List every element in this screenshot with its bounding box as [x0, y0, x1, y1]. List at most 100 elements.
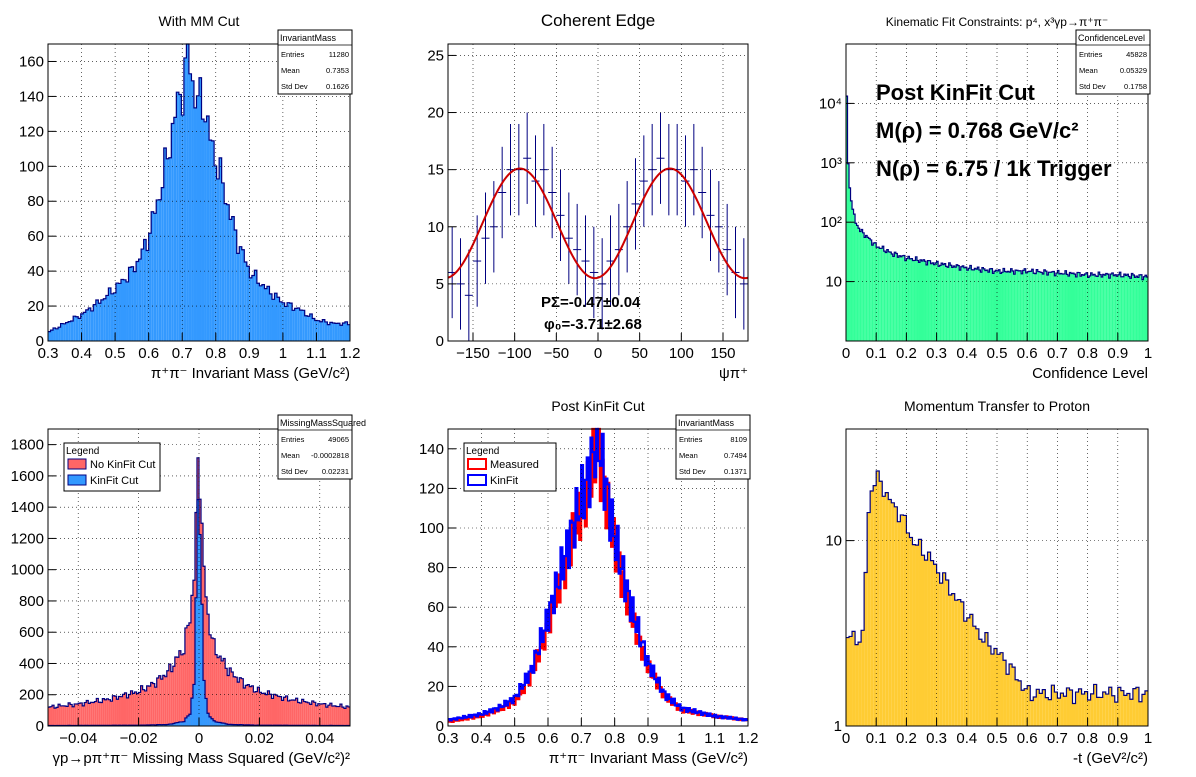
- hist-bin: [261, 694, 263, 726]
- hist-bin: [108, 700, 110, 726]
- plot-annotation: M(ρ) = 0.768 GeV/c²: [876, 118, 1079, 143]
- y-tick-label: 10: [825, 533, 842, 550]
- hist-bin: [239, 247, 242, 341]
- y-tick-label: 1600: [11, 468, 44, 485]
- y-tick-label: 200: [19, 687, 44, 704]
- y-tick-label: 140: [19, 88, 44, 105]
- hist-bin: [214, 166, 217, 341]
- x-tick-label: 0: [842, 730, 850, 747]
- hist-bin: [285, 306, 288, 341]
- hist-bin: [202, 119, 205, 341]
- hist-bin: [207, 116, 210, 341]
- hist-bin: [1002, 272, 1004, 341]
- x-tick-label: 0.9: [1107, 345, 1128, 362]
- hist-bin: [159, 200, 162, 341]
- hist-bin: [305, 316, 308, 341]
- hist-bin: [101, 300, 104, 341]
- hist-bin: [322, 704, 324, 726]
- hist-bin: [928, 552, 931, 726]
- y-tick-label: 10³: [820, 155, 842, 172]
- hist-bin: [980, 272, 982, 341]
- hist-bin: [94, 702, 96, 726]
- x-tick-label: 0.9: [239, 345, 260, 362]
- hist-bin: [1119, 272, 1121, 341]
- hist-bin: [267, 286, 270, 341]
- hist-bin: [970, 614, 973, 726]
- hist-bin: [1014, 274, 1016, 341]
- hist-bin: [290, 700, 292, 726]
- y-tick-label: 800: [19, 593, 44, 610]
- hist-bin: [964, 268, 966, 341]
- hist-bin: [1066, 274, 1068, 341]
- hist-bin: [308, 703, 310, 726]
- hist-bin: [1041, 272, 1043, 341]
- hist-bin: [985, 271, 987, 341]
- x-tick-label: −150: [456, 345, 490, 362]
- y-tick-label: 1400: [11, 499, 44, 516]
- hist-bin: [970, 265, 972, 341]
- hist-bin: [127, 698, 129, 726]
- hist-bin: [317, 321, 320, 341]
- hist-bin: [1015, 270, 1017, 341]
- x-tick-label: −50: [544, 345, 569, 362]
- hist-bin: [1047, 275, 1049, 341]
- hist-bin: [174, 117, 177, 341]
- y-tick-label: 80: [27, 193, 44, 210]
- hist-bin: [988, 646, 991, 726]
- stats-value: 0.1626: [326, 82, 349, 91]
- hist-bin: [295, 308, 298, 341]
- hist-bin: [121, 279, 124, 341]
- hist-bin: [1139, 702, 1142, 726]
- hist-bin: [1008, 271, 1010, 341]
- stats-key: Mean: [679, 451, 698, 460]
- hist-bin: [280, 697, 282, 726]
- hist-bin: [118, 283, 121, 341]
- hist-bin: [165, 677, 167, 726]
- hist-bin: [219, 656, 221, 726]
- hist-bin: [71, 321, 74, 341]
- hist-bin: [111, 294, 114, 341]
- stats-key: Std Dev: [281, 82, 308, 91]
- y-tick-label: 120: [19, 123, 44, 140]
- hist-bin: [1035, 274, 1037, 341]
- chart-title: Kinematic Fit Constraints: p⁴, x³γp→π⁺π⁻: [886, 15, 1108, 29]
- hist-bin: [1017, 270, 1019, 341]
- x-tick-label: 0.4: [71, 345, 92, 362]
- y-tick-label: 100: [19, 158, 44, 175]
- hist-bin: [1100, 275, 1102, 341]
- hist-bin: [894, 252, 896, 341]
- x-tick-label: 0.9: [1107, 730, 1128, 747]
- x-tick-label: 0: [594, 345, 602, 362]
- hist-bin: [237, 682, 239, 726]
- hist-bin: [1100, 697, 1103, 726]
- hist-bin: [153, 684, 155, 726]
- hist-bin: [110, 701, 112, 726]
- stats-value: 11280: [329, 50, 349, 59]
- hist-bin: [1095, 276, 1097, 341]
- chart-title: With MM Cut: [159, 13, 240, 29]
- stats-key: Entries: [281, 50, 305, 59]
- hist-bin: [1044, 270, 1046, 341]
- hist-bin: [179, 651, 181, 726]
- hist-bin: [1124, 695, 1127, 726]
- stats-value: 0.1758: [1124, 82, 1147, 91]
- hist-bin: [335, 323, 338, 341]
- hist-bin: [187, 625, 189, 726]
- hist-bin: [131, 267, 134, 341]
- hist-bin: [968, 268, 970, 341]
- hist-bin: [280, 302, 283, 341]
- hist-bin: [1050, 272, 1052, 341]
- hist-bin: [136, 262, 139, 341]
- hist-bin: [247, 685, 249, 726]
- hist-bin: [918, 539, 921, 726]
- hist-bin: [120, 697, 122, 726]
- hist-bin: [336, 707, 338, 726]
- hist-bin: [1039, 272, 1041, 341]
- hist-bin: [297, 308, 300, 341]
- hist-bin: [962, 266, 964, 341]
- hist-bin: [938, 266, 940, 341]
- y-tick-label: 25: [427, 47, 444, 64]
- hist-bin: [166, 159, 169, 341]
- x-tick-label: 0.3: [926, 345, 947, 362]
